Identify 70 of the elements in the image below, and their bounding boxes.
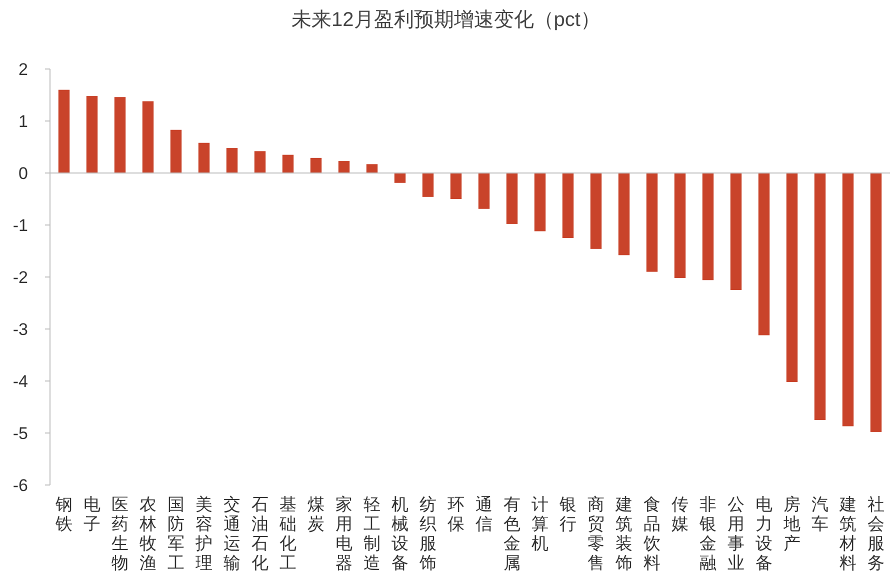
bar [58, 90, 70, 173]
x-tick-label: 传媒 [672, 495, 688, 534]
x-tick-label: 基础化工 [278, 495, 296, 572]
bar [758, 173, 770, 336]
y-tick-label: -3 [12, 320, 28, 339]
bar [534, 173, 546, 232]
bar [646, 173, 658, 272]
x-tick-label: 非银金融 [698, 495, 716, 572]
bar [842, 173, 854, 426]
bar [226, 148, 238, 173]
y-tick-label: 0 [18, 164, 28, 183]
chart-title: 未来12月盈利预期增速变化（pct） [292, 9, 600, 31]
x-tick-label: 机械设备 [392, 495, 408, 572]
x-tick-label: 医药生物 [112, 495, 128, 572]
x-tick-label: 汽车 [812, 495, 828, 534]
x-tick-label: 石油石化 [252, 495, 268, 572]
x-tick-label: 钢铁 [54, 495, 72, 534]
x-tick-label: 电力设备 [756, 495, 772, 572]
bar [170, 130, 182, 173]
bar [562, 173, 574, 238]
y-tick-label: -5 [12, 424, 28, 443]
bar [366, 164, 378, 173]
bar [702, 173, 714, 280]
x-tick-label: 家用电器 [336, 495, 352, 572]
y-tick-label: 1 [18, 112, 28, 131]
bar [198, 142, 210, 173]
bar [394, 173, 406, 183]
bar [590, 173, 602, 249]
x-tick-label: 有色金属 [504, 495, 520, 572]
bar [870, 173, 882, 432]
x-tick-label: 计算机 [532, 495, 548, 553]
x-tick-label: 纺织服饰 [418, 495, 436, 572]
x-tick-label: 食品饮料 [642, 495, 660, 572]
x-tick-label: 商贸零售 [588, 495, 604, 572]
bar [506, 173, 518, 224]
bar [478, 173, 490, 209]
y-tick-label: -4 [12, 372, 28, 391]
x-tick-label: 环保 [448, 495, 464, 534]
bar [254, 151, 266, 173]
y-tick-label: -2 [12, 268, 28, 287]
x-tick-label: 建筑材料 [838, 495, 856, 572]
x-tick-label: 电子 [84, 495, 100, 534]
bar [618, 173, 630, 256]
x-tick-label: 美容护理 [194, 495, 212, 572]
bar [814, 173, 826, 420]
x-tick-label: 公用事业 [728, 495, 744, 572]
x-tick-label: 国防军工 [168, 495, 184, 572]
y-tick-label: 2 [18, 60, 28, 79]
bar [282, 154, 294, 173]
bar [310, 158, 322, 173]
x-tick-label: 通信 [476, 495, 492, 534]
bar [86, 96, 98, 173]
y-tick-label: -6 [12, 476, 28, 495]
bar [674, 173, 686, 278]
bar [338, 161, 350, 173]
x-tick-label: 建筑装饰 [614, 495, 632, 572]
bar [450, 173, 462, 199]
x-tick-label: 银行 [558, 495, 576, 534]
x-tick-label: 轻工制造 [364, 495, 380, 572]
bar [422, 173, 434, 197]
x-tick-label: 房地产 [782, 495, 800, 553]
x-tick-label: 煤炭 [308, 495, 324, 534]
y-tick-label: -1 [12, 216, 28, 235]
bar [114, 97, 126, 173]
bar [142, 101, 154, 173]
bar [730, 173, 742, 290]
x-tick-label: 社会服务 [868, 495, 884, 572]
x-tick-label: 交通运输 [224, 495, 240, 572]
x-tick-label: 农林牧渔 [138, 495, 156, 572]
bar [786, 173, 798, 382]
